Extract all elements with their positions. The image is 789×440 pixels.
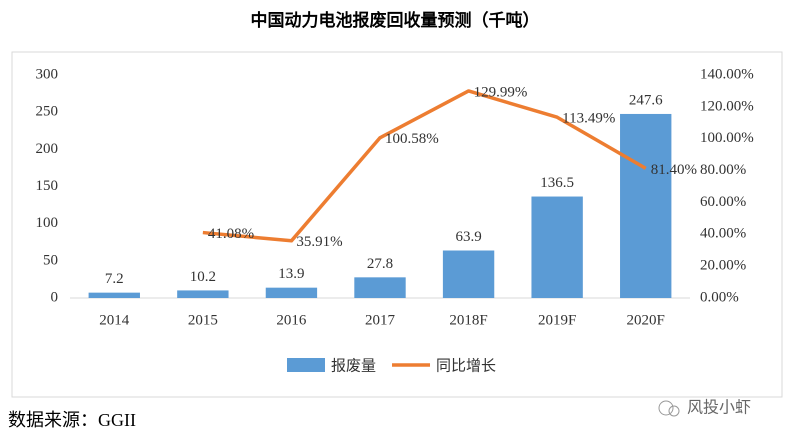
line-value-label: 129.99% <box>474 84 528 100</box>
bar-value-label: 136.5 <box>540 175 574 191</box>
y-tick-label: 250 <box>36 104 59 120</box>
legend-label: 同比增长 <box>436 357 496 375</box>
line-value-label: 81.40% <box>651 162 697 178</box>
y2-tick-label: 100.00% <box>700 130 754 146</box>
bar-value-label: 10.2 <box>190 269 216 285</box>
y-tick-label: 300 <box>36 66 59 82</box>
legend-swatch <box>287 358 325 372</box>
chart-title: 中国动力电池报废回收量预测（千吨） <box>251 10 540 30</box>
x-tick-label: 2019F <box>538 312 576 328</box>
y-tick-label: 50 <box>43 252 58 268</box>
y2-tick-label: 0.00% <box>700 289 739 305</box>
legend-label: 报废量 <box>331 357 376 375</box>
y-tick-label: 200 <box>36 141 59 157</box>
line-value-label: 41.08% <box>208 226 254 242</box>
x-tick-label: 2020F <box>627 312 665 328</box>
bar <box>442 250 495 298</box>
watermark-icon <box>658 400 680 417</box>
y2-tick-label: 20.00% <box>700 258 746 274</box>
x-tick-label: 2016 <box>276 312 307 328</box>
source-note: 数据来源：GGII <box>8 410 136 430</box>
line-value-label: 113.49% <box>562 111 615 127</box>
x-tick-label: 2018F <box>449 312 487 328</box>
y2-tick-label: 140.00% <box>700 66 754 82</box>
bar-value-label: 13.9 <box>278 266 304 282</box>
bar-value-label: 247.6 <box>629 92 663 108</box>
y2-tick-label: 120.00% <box>700 98 754 114</box>
y2-tick-label: 60.00% <box>700 194 746 210</box>
bar-value-label: 63.9 <box>455 229 481 245</box>
y-tick-label: 100 <box>36 215 59 231</box>
x-tick-label: 2017 <box>365 312 396 328</box>
bar <box>88 292 140 298</box>
bar <box>265 287 318 298</box>
line <box>202 89 647 243</box>
line-value-label: 100.58% <box>385 131 439 147</box>
y-tick-label: 0 <box>51 289 59 305</box>
y2-tick-label: 80.00% <box>700 162 746 178</box>
x-tick-label: 2015 <box>188 312 218 328</box>
bar-value-label: 27.8 <box>367 256 393 272</box>
bar <box>620 113 672 298</box>
y2-tick-label: 40.00% <box>700 226 746 242</box>
watermark: 风投小虾 <box>687 398 751 417</box>
bar <box>531 196 583 298</box>
line-value-label: 35.91% <box>296 234 342 250</box>
x-tick-label: 2014 <box>99 312 130 328</box>
bar <box>354 277 406 298</box>
bar <box>177 290 229 298</box>
y-tick-label: 150 <box>36 178 59 194</box>
bar-value-label: 7.2 <box>105 271 124 287</box>
